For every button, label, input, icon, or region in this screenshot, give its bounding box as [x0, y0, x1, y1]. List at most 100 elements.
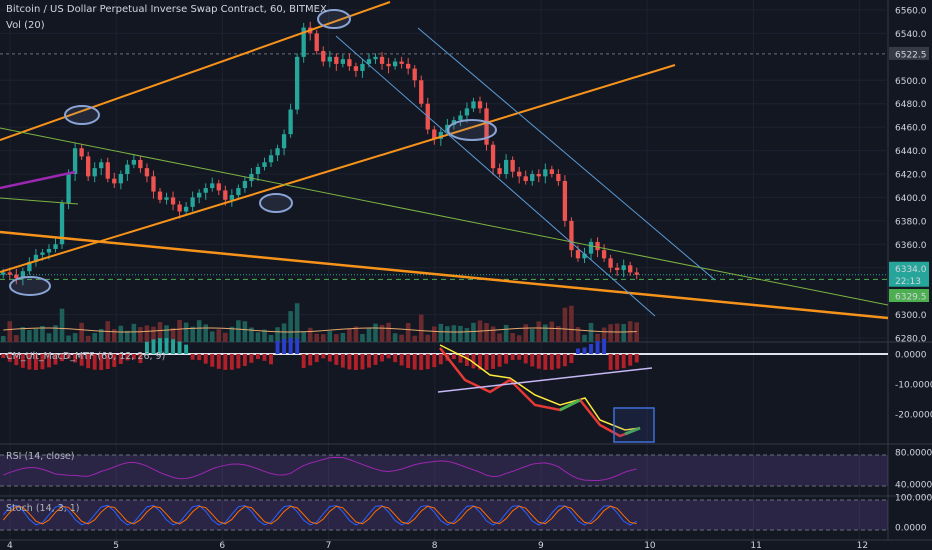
candle-body: [438, 131, 443, 139]
candle-body: [366, 59, 372, 64]
macd-histogram-bar: [125, 354, 130, 361]
macd-histogram-bar: [327, 354, 332, 362]
stoch-indicator-label[interactable]: Stoch (14, 3, 1): [6, 503, 80, 514]
candle-body: [523, 176, 528, 182]
trendline-purple: [0, 170, 76, 190]
candle-body: [406, 63, 411, 69]
candle-body: [79, 148, 84, 157]
macd-histogram-bar: [451, 354, 456, 360]
volume-bar: [262, 329, 267, 342]
macd-histogram-bar: [184, 344, 189, 354]
candle-body: [340, 59, 346, 64]
volume-bar: [190, 326, 195, 342]
volume-bar: [621, 323, 626, 342]
candle-body: [268, 155, 274, 163]
candle-body: [99, 162, 104, 169]
price-axis-label: 6300.0: [895, 311, 927, 321]
volume-bar: [138, 327, 143, 342]
candle-body: [27, 261, 32, 272]
price-tag-dashed: [889, 46, 929, 60]
macd-histogram-bar: [314, 354, 319, 363]
macd-histogram-bar: [223, 354, 228, 370]
macd-histogram-bar: [478, 354, 482, 370]
volume-bar: [347, 328, 352, 342]
macd-histogram-bar: [236, 354, 241, 369]
candle-body: [131, 159, 137, 165]
macd-histogram-bar: [99, 354, 104, 370]
chart-title: Bitcoin / US Dollar Perpetual Inverse Sw…: [6, 4, 327, 15]
macd-histogram-bar: [53, 354, 58, 365]
ellipse-marker: [317, 9, 351, 29]
candle-body: [543, 169, 548, 177]
macd-histogram-bar: [419, 354, 424, 370]
macd-histogram-bar: [595, 341, 600, 354]
volume-bar: [242, 321, 248, 342]
macd-histogram-bar: [60, 354, 64, 362]
volume-bar: [418, 314, 424, 342]
candle-body: [183, 206, 189, 212]
candle-body: [249, 174, 254, 182]
macd-histogram-bar: [340, 354, 345, 368]
macd-histogram-bar: [536, 354, 541, 369]
price-axis-label: 6522.5: [895, 50, 927, 60]
rsi-line: [3, 456, 637, 482]
volume-bar: [177, 320, 182, 342]
stoch-d-line: [2, 505, 637, 525]
macd-histogram-bar: [190, 354, 195, 360]
candle-body: [575, 250, 581, 259]
volume-bar: [281, 323, 287, 342]
macd-histogram-bar: [47, 354, 51, 368]
macd-histogram-bar: [275, 340, 280, 354]
macd-histogram-bar: [158, 338, 162, 354]
candle-body: [151, 176, 156, 192]
macd-histogram-bar: [562, 354, 567, 367]
macd-histogram-bar: [20, 354, 25, 368]
macd-histogram-bar: [262, 354, 267, 361]
macd-histogram-bar: [164, 338, 169, 354]
candle-body: [157, 191, 163, 200]
volume-bar: [112, 329, 117, 342]
volume-bar: [608, 324, 613, 342]
macd-histogram-bar: [634, 354, 639, 363]
candle-body: [484, 108, 489, 145]
rsi-indicator-label[interactable]: RSI (14, close): [6, 451, 75, 462]
candle-body: [229, 195, 234, 200]
candle-body: [588, 241, 594, 254]
indicator-axis-label: 0.0000: [895, 351, 927, 361]
volume-bar: [575, 327, 581, 342]
candle-body: [255, 166, 261, 174]
macd-histogram-bar: [177, 341, 182, 354]
volume-bar: [118, 325, 124, 342]
candle-body: [530, 174, 535, 182]
macd-histogram-bar: [367, 354, 371, 368]
candle-body: [562, 181, 568, 221]
volume-bar: [40, 325, 45, 342]
macd-histogram-bar: [497, 354, 502, 367]
candle-body: [275, 148, 280, 156]
volume-bar: [373, 323, 378, 342]
macd-histogram-bar: [203, 354, 208, 364]
candle-body: [556, 174, 561, 182]
time-axis-label: 9: [538, 541, 544, 550]
price-axis-label: 6420.0: [895, 171, 927, 181]
macd-histogram-bar: [1, 354, 6, 358]
volume-bar: [438, 323, 444, 342]
macd-histogram-bar: [171, 339, 176, 354]
candle-body: [419, 80, 424, 104]
candle-body: [203, 188, 208, 193]
macd-indicator-label[interactable]: CM_Ult_MacD_MTF (60, 12, 26, 9): [6, 351, 166, 362]
candle-body: [360, 63, 365, 71]
macd-histogram-bar: [484, 354, 489, 370]
macd-histogram-bar: [615, 354, 620, 370]
volume-bar: [340, 332, 346, 342]
macd-histogram-bar: [510, 354, 515, 361]
candle-body: [392, 61, 398, 67]
macd-histogram-bar: [432, 354, 437, 368]
price-tag-level: [889, 289, 929, 303]
volume-bar: [20, 327, 26, 342]
volume-bar: [72, 333, 78, 342]
candle-body: [614, 267, 620, 271]
candle-body: [164, 197, 169, 200]
candle-body: [432, 129, 437, 139]
